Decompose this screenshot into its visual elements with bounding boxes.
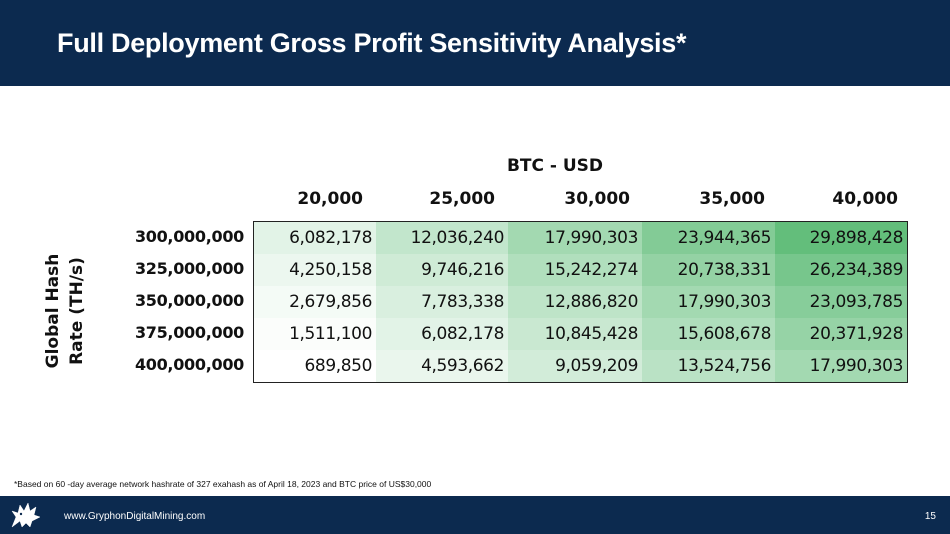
gryphon-logo-icon xyxy=(11,502,41,528)
column-header: 25,000 xyxy=(429,189,495,209)
table-cell: 9,746,216 xyxy=(376,254,508,286)
column-header: 35,000 xyxy=(699,189,765,209)
row-header: 325,000,000 xyxy=(134,259,244,278)
table-cell: 26,234,389 xyxy=(775,254,907,286)
row-axis-label: Global Hash Rate (TH/s) xyxy=(32,236,98,386)
row-header: 350,000,000 xyxy=(134,291,244,310)
website-link[interactable]: www.GryphonDigitalMining.com xyxy=(64,511,206,522)
table-cell: 4,250,158 xyxy=(254,254,376,286)
row-header: 400,000,000 xyxy=(134,355,244,374)
table-cell: 1,511,100 xyxy=(254,318,376,350)
table-cell: 12,886,820 xyxy=(508,286,642,318)
column-axis-label: BTC - USD xyxy=(506,156,604,176)
table-cell: 20,371,928 xyxy=(775,318,907,350)
table-cell: 6,082,178 xyxy=(376,318,508,350)
table-cell: 17,990,303 xyxy=(642,286,775,318)
row-axis-label-line2: Rate (TH/s) xyxy=(67,257,87,365)
table-cell: 689,850 xyxy=(254,350,376,382)
row-header: 300,000,000 xyxy=(134,227,244,246)
table-cell: 2,679,856 xyxy=(254,286,376,318)
sensitivity-table: 6,082,178 12,036,240 17,990,303 23,944,3… xyxy=(253,221,908,383)
table-cell: 20,738,331 xyxy=(642,254,775,286)
header-bar: Full Deployment Gross Profit Sensitivity… xyxy=(0,0,950,86)
page-number: 15 xyxy=(924,511,936,522)
table-cell: 17,990,303 xyxy=(775,350,907,382)
row-header: 375,000,000 xyxy=(134,323,244,342)
row-axis-label-line1: Global Hash xyxy=(43,253,63,369)
footer-bar: www.GryphonDigitalMining.com 15 xyxy=(0,496,950,534)
table-cell: 17,990,303 xyxy=(508,222,642,254)
table-cell: 23,944,365 xyxy=(642,222,775,254)
table-cell: 15,242,274 xyxy=(508,254,642,286)
table-cell: 4,593,662 xyxy=(376,350,508,382)
table-cell: 13,524,756 xyxy=(642,350,775,382)
table-cell: 6,082,178 xyxy=(254,222,376,254)
column-header: 40,000 xyxy=(832,189,898,209)
column-header: 30,000 xyxy=(564,189,630,209)
table-cell: 29,898,428 xyxy=(775,222,907,254)
table-cell: 23,093,785 xyxy=(775,286,907,318)
table-cell: 7,783,338 xyxy=(376,286,508,318)
table-cell: 9,059,209 xyxy=(508,350,642,382)
page-title: Full Deployment Gross Profit Sensitivity… xyxy=(57,28,687,58)
footnote: *Based on 60 -day average network hashra… xyxy=(14,479,432,489)
column-header: 20,000 xyxy=(297,189,363,209)
table-cell: 10,845,428 xyxy=(508,318,642,350)
table-cell: 12,036,240 xyxy=(376,222,508,254)
table-cell: 15,608,678 xyxy=(642,318,775,350)
